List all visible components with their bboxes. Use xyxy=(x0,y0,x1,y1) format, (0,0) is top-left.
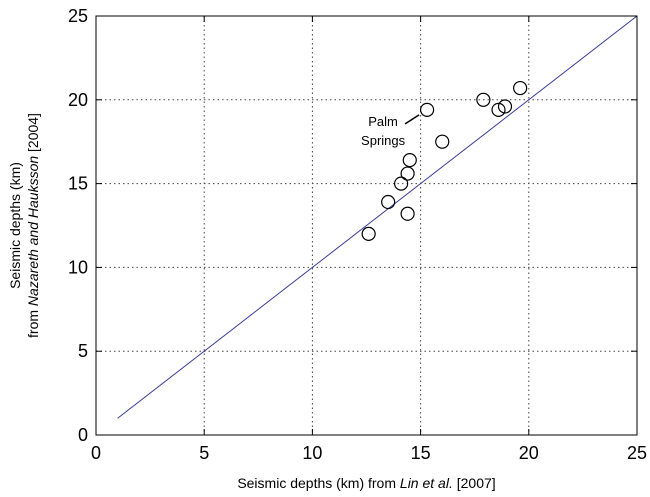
data-point xyxy=(491,102,506,117)
y-tick-label: 25 xyxy=(68,6,88,26)
data-point xyxy=(476,92,491,107)
data-point xyxy=(400,206,415,221)
plot-area-frame xyxy=(95,15,638,436)
y-tick-label: 5 xyxy=(78,341,88,361)
data-point xyxy=(381,194,396,210)
y-axis-ticks: 0 5 10 15 20 25 xyxy=(68,6,637,445)
y-tick-label: 20 xyxy=(68,90,88,110)
x-axis-label-part-2: Lin et al. xyxy=(400,475,453,491)
y-axis-label-line-2-part-2: Nazareth and Hauksson xyxy=(25,156,41,306)
x-axis-ticks: 0 5 10 15 20 25 xyxy=(91,16,647,463)
y-tick-label: 0 xyxy=(78,425,88,445)
x-tick-label: 10 xyxy=(302,443,322,463)
x-axis-label-part-3: [2007] xyxy=(453,475,496,491)
x-tick-label: 5 xyxy=(199,443,209,463)
data-point xyxy=(394,176,409,191)
x-tick-label: 20 xyxy=(519,443,539,463)
annotation-palm: Palm xyxy=(368,114,398,129)
data-point xyxy=(513,80,528,96)
x-tick-label: 25 xyxy=(627,443,647,463)
annotation-springs: Springs xyxy=(361,133,406,148)
data-point xyxy=(361,226,376,241)
y-tick-label: 15 xyxy=(68,174,88,194)
x-axis-label-part-1: Seismic depths (km) from xyxy=(237,475,400,491)
x-axis-label: Seismic depths (km) from Lin et al. [200… xyxy=(237,475,495,491)
x-tick-label: 15 xyxy=(411,443,431,463)
data-point xyxy=(402,153,417,168)
y-tick-label: 10 xyxy=(68,257,88,277)
y-axis-label-line-2: from Nazareth and Hauksson [2004] xyxy=(25,113,41,338)
data-point xyxy=(400,166,415,181)
reference-line-one-to-one xyxy=(117,15,638,419)
grid-lines xyxy=(96,16,637,435)
data-points xyxy=(361,80,528,241)
x-tick-label: 0 xyxy=(91,443,101,463)
annotation-leader-line xyxy=(404,114,420,125)
y-axis-label-line-1: Seismic depths (km) xyxy=(7,162,23,289)
data-point xyxy=(419,102,435,117)
data-point xyxy=(435,134,450,149)
y-axis-label-line-2-part-1: from xyxy=(25,306,41,338)
y-axis-label-line-2-part-3: [2004] xyxy=(25,113,41,156)
data-point xyxy=(497,99,513,114)
y-axis-label: Seismic depths (km) from Nazareth and Ha… xyxy=(7,113,41,338)
